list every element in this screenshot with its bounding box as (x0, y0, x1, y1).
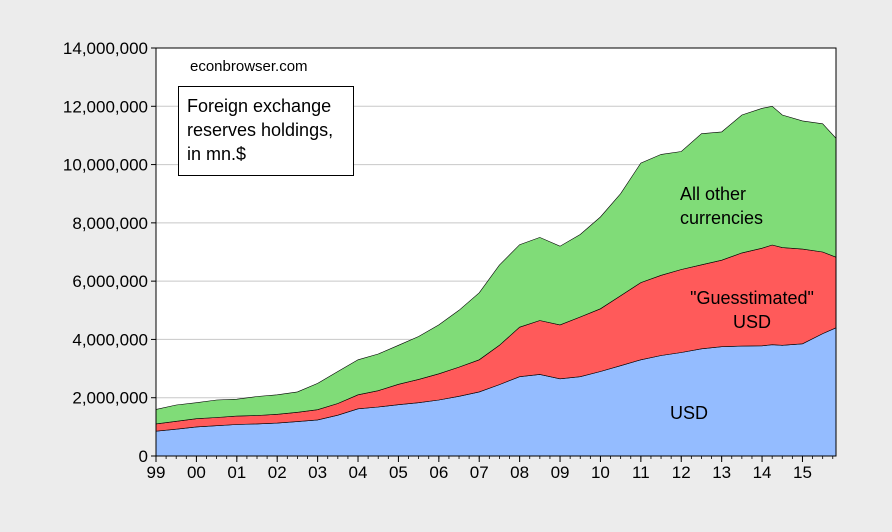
x-tick-label-0: 99 (147, 463, 166, 482)
y-tick-label-7: 14,000,000 (63, 39, 148, 58)
credit-text: econbrowser.com (190, 58, 308, 75)
annotation-line-2: reserves holdings, (187, 120, 334, 140)
series-label-guess: "Guesstimated" USD (674, 286, 830, 334)
y-tick-label-1: 2,000,000 (72, 389, 148, 408)
x-tick-label-11: 10 (591, 463, 610, 482)
x-tick-label-13: 12 (672, 463, 691, 482)
annotation-line-1: Foreign exchange (187, 96, 332, 116)
y-tick-label-6: 12,000,000 (63, 97, 148, 116)
x-axis: 99 00 01 02 03 04 05 06 07 08 09 10 11 12 13 14 15 (147, 456, 834, 482)
x-tick-label-12: 11 (632, 463, 650, 482)
y-tick-label-2: 4,000,000 (72, 330, 148, 349)
x-tick-label-14: 13 (712, 463, 731, 482)
series-label-guess-line-2: USD (732, 312, 771, 332)
series-label-usd-line-1: USD (670, 403, 709, 423)
x-tick-label-1: 00 (187, 463, 206, 482)
x-tick-label-3: 02 (268, 463, 287, 482)
x-tick-label-16: 15 (793, 463, 812, 482)
x-tick-label-9: 08 (510, 463, 529, 482)
y-tick-label-0: 0 (139, 447, 148, 466)
series-label-other: All other currencies (680, 182, 763, 230)
x-tick-label-8: 07 (470, 463, 489, 482)
y-axis: 0 2,000,000 4,000,000 6,000,000 8,000,000 10,… (63, 39, 156, 466)
series-label-guess-line-1: "Guesstimated" (690, 288, 814, 308)
chart-annotation-box: Foreign exchange reserves holdings, in m… (178, 86, 354, 176)
annotation-line-3: in mn.$ (187, 144, 247, 164)
plot-frame (155, 47, 837, 457)
x-tick-label-10: 09 (551, 463, 570, 482)
x-tick-label-4: 03 (308, 463, 327, 482)
series-label-usd: USD (670, 401, 708, 425)
series-label-other-line-2: currencies (680, 208, 764, 228)
x-tick-label-15: 14 (753, 463, 772, 482)
x-tick-label-7: 06 (429, 463, 448, 482)
y-tick-label-4: 8,000,000 (72, 214, 148, 233)
y-tick-label-3: 6,000,000 (72, 272, 148, 291)
series-label-other-line-1: All other (680, 184, 747, 204)
y-tick-label-5: 10,000,000 (63, 156, 148, 175)
x-tick-label-5: 04 (349, 463, 368, 482)
x-tick-label-6: 05 (389, 463, 408, 482)
x-tick-label-2: 01 (227, 463, 246, 482)
